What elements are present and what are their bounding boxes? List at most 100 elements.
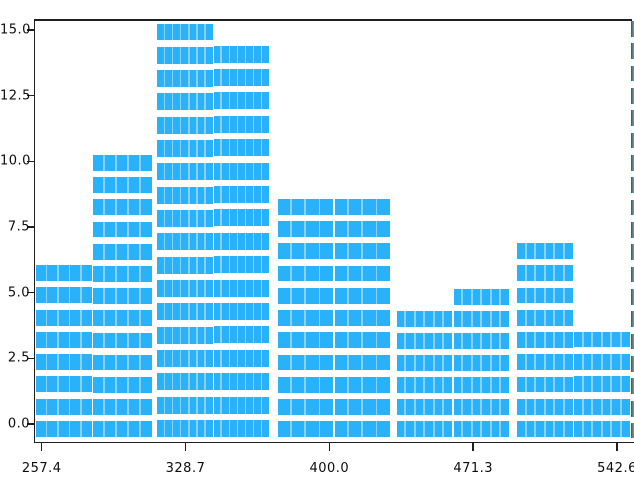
bar-block [612,398,620,415]
bar-row [214,256,269,274]
bar-block [415,355,424,371]
bar-block [116,376,128,393]
bar-block [254,396,261,414]
clipped-bar-edge [631,199,634,216]
bar-block [254,92,261,110]
bar-block [517,332,525,348]
bar-block [104,243,116,260]
bar-block [230,326,237,344]
bar-row [157,140,213,158]
bar-row [277,243,334,260]
bar-block [189,350,197,368]
bar-block [181,140,189,158]
bar-block [70,287,81,304]
bar-block [406,333,414,349]
bar-block [491,377,500,393]
bar-block [173,420,180,438]
bar-block [246,68,253,86]
bar-row [92,288,152,304]
bar-block [181,70,189,88]
bar-block [621,421,630,437]
bar-block [396,421,405,437]
bar-block [189,210,197,228]
bar-block [214,185,221,203]
bar-block [262,232,269,250]
bar-block [545,354,554,371]
bar-block [306,421,319,438]
bar-row [92,354,152,371]
bar-block [81,376,92,393]
bar-block [141,265,152,282]
bar-block [230,279,237,297]
bar-block [81,309,92,326]
bar-block [222,232,229,250]
bar-block [545,398,554,415]
bar-row [157,256,213,274]
bar-block [141,421,152,438]
bar-block [104,332,116,349]
bar-block [453,355,462,371]
bar-row [92,265,152,282]
bar-block [517,243,525,259]
bar-block [238,373,245,391]
bar-block [277,421,291,438]
bar-block [377,332,391,349]
bar-row [214,92,269,110]
bar-row [517,332,573,348]
bar-block [165,303,172,321]
bar-block [377,398,391,415]
bar-row [92,376,152,393]
bar-row [92,243,152,260]
bar-block [238,279,245,297]
bar-block [334,287,348,304]
bar-block [277,221,291,238]
bar-block [434,399,443,415]
clipped-bar-edge [631,244,634,261]
bar-block [47,421,58,437]
bar-block [165,186,172,204]
bar-block [593,398,601,415]
bar-block [81,398,92,415]
bar-block [116,332,128,349]
bar-block [230,92,237,110]
clipped-bar-edge [631,110,634,126]
bar-block [181,373,189,391]
bar-block [246,396,253,414]
bar-block [230,302,237,320]
bar-block [189,280,197,298]
bar-row [277,199,334,215]
bar-block [377,199,391,215]
bar-block [526,332,535,348]
bar-block [222,349,229,367]
bar-block [536,265,544,282]
bar-block [104,177,116,193]
bar-row [277,398,334,415]
bar-block [517,265,525,282]
bar-block [501,399,509,415]
bar-block [205,140,213,158]
bar-block [482,377,490,393]
bar-row [214,349,269,367]
x-tick [472,443,474,451]
bar-block [377,421,391,438]
bar-block [262,139,269,157]
bar-block [320,421,334,438]
bar-block [246,45,253,63]
bar-block [47,309,58,326]
bar-block [92,310,104,327]
bar-block [238,45,245,63]
bar-block [189,326,197,344]
bar-block [463,289,471,305]
bar-block [157,46,164,64]
bar-block [36,309,46,326]
bar-block [291,376,305,393]
histogram-bar [517,243,573,437]
bar-row [453,355,509,371]
bar-block [128,265,140,282]
bar-block [157,70,164,88]
bar-block [92,399,104,415]
bar-row [517,421,573,437]
bar-block [205,70,213,88]
bar-block [173,326,180,344]
y-tick-label: 12.5 [0,88,31,104]
